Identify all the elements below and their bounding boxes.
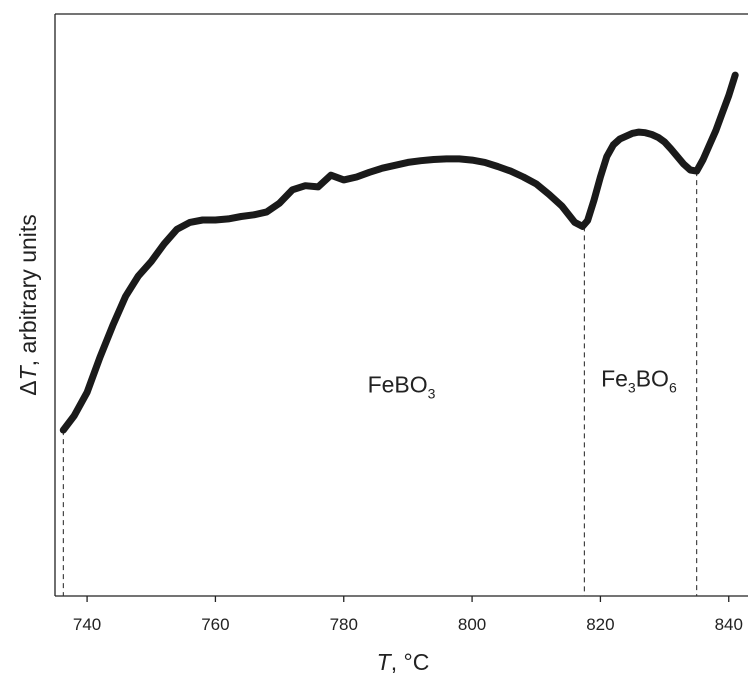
region-label-fe3bo6: Fe3BO6	[601, 365, 677, 395]
y-axis-title-prefix: Δ	[15, 380, 41, 395]
y-axis-title-var: T	[15, 364, 41, 380]
x-tick-label: 740	[73, 615, 101, 634]
x-tick-label: 760	[201, 615, 229, 634]
x-axis-title: T, °C	[377, 649, 430, 675]
reference-lines	[62, 171, 698, 596]
x-tick-label: 820	[586, 615, 614, 634]
ann1-mid: BO	[636, 365, 669, 391]
region-label-febo3: FeBO3	[368, 371, 436, 401]
x-tick-label: 800	[458, 615, 486, 634]
ann0-sub: 3	[428, 385, 436, 401]
y-axis-title: ΔT, arbitrary units	[15, 214, 41, 396]
x-tick-label: 840	[715, 615, 743, 634]
x-tick-label: 780	[330, 615, 358, 634]
series-line	[59, 71, 739, 434]
data-series	[59, 71, 739, 434]
x-axis-title-var: T	[377, 649, 393, 675]
ann0-base: FeBO	[368, 371, 428, 397]
x-axis-ticks: 740 760 780 800 820 840	[73, 596, 743, 634]
ann1-sub1: 3	[628, 379, 636, 395]
ann1-sub2: 6	[669, 379, 677, 395]
x-axis-title-rest: , °C	[391, 649, 430, 675]
y-axis-title-rest: , arbitrary units	[15, 214, 41, 366]
ann1-base: Fe	[601, 365, 628, 391]
